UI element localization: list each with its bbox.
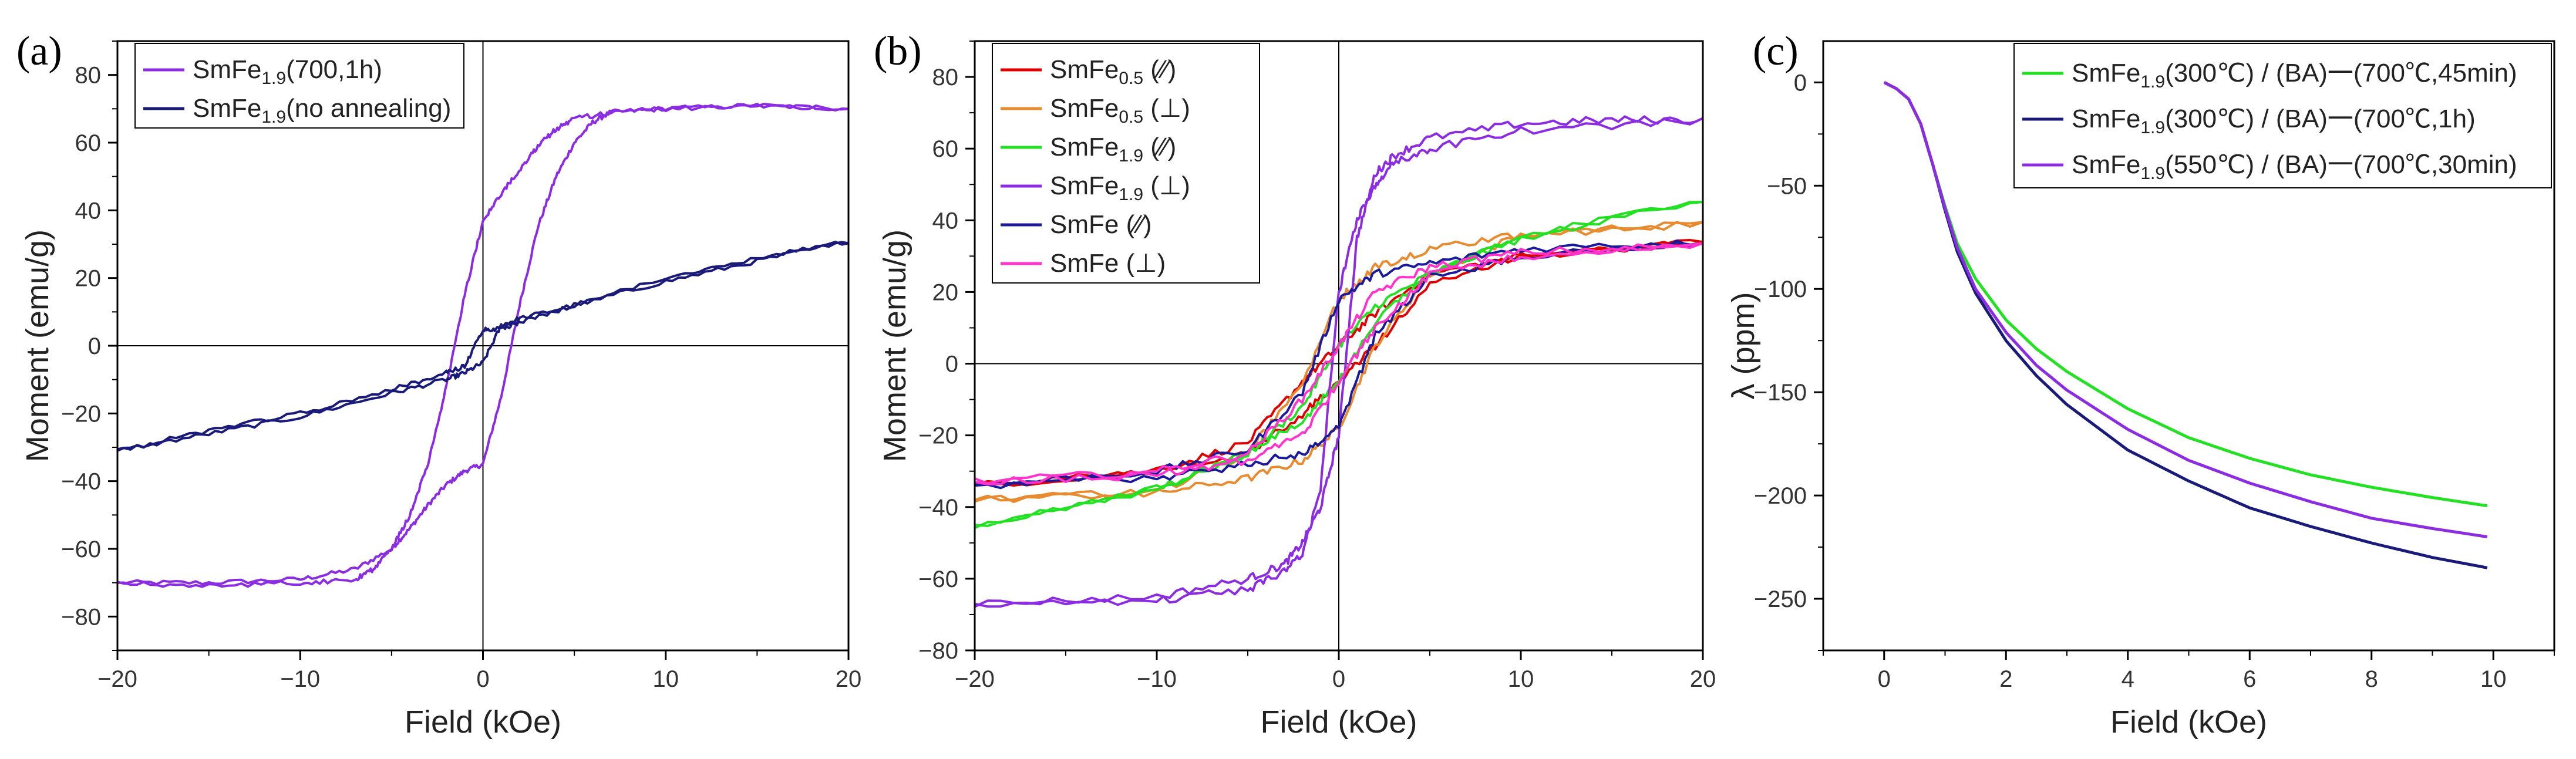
y-tick-label: −200 [1754, 483, 1807, 509]
legend-label: SmFe1.9(300℃) / (BA)一(700℃,1h) [2072, 104, 2476, 137]
series-line-6 [975, 242, 1703, 485]
x-tick-label: −20 [955, 666, 995, 692]
y-tick-label: 20 [932, 279, 959, 305]
series-line-3 [975, 201, 1703, 529]
panel-label: (a) [16, 29, 62, 74]
y-tick-label: −20 [61, 401, 101, 427]
y-axis-title: λ (ppm) [1726, 292, 1761, 399]
y-tick-label: 60 [932, 136, 959, 162]
y-axis-title: Moment (emu/g) [20, 230, 55, 462]
series-line-1 [117, 103, 848, 588]
y-tick-label: 0 [88, 333, 101, 359]
series-group [975, 115, 1703, 608]
series-line-2 [117, 241, 848, 452]
legend-label: SmFe1.9(300℃) / (BA)一(700℃,45min) [2072, 59, 2517, 92]
y-tick-label: −80 [918, 638, 958, 664]
panel-label: (c) [1753, 29, 1799, 74]
y-tick-label: 0 [1794, 70, 1807, 96]
x-tick-label: −10 [1137, 666, 1177, 692]
y-tick-label: −250 [1754, 586, 1807, 612]
x-tick-label: 4 [2122, 666, 2134, 692]
y-tick-label: −40 [61, 469, 101, 495]
y-tick-label: 40 [75, 198, 102, 224]
x-tick-label: −20 [97, 666, 137, 692]
legend: SmFe0.5 (∕∕) SmFe0.5 (⊥) SmFe1.9 (∕∕) SmFe1… [992, 43, 1260, 284]
x-axis-title: Field (kOe) [405, 704, 561, 740]
y-tick-label: −50 [1767, 173, 1807, 199]
y-tick-label: 0 [945, 352, 958, 377]
y-tick-label: 20 [75, 266, 102, 292]
legend-label: SmFe1.9(700,1h) [193, 55, 382, 88]
legend-label: SmFe1.9 (∕∕) [1050, 133, 1176, 166]
legend: SmFe1.9(700,1h) SmFe1.9(no annealing) [134, 43, 464, 129]
legend-label: SmFe1.9(550℃) / (BA)一(700℃,30min) [2072, 150, 2517, 183]
y-tick-label: −60 [61, 537, 101, 562]
x-tick-label: −10 [280, 666, 320, 692]
legend-box [992, 43, 1260, 284]
y-tick-label: −60 [918, 566, 958, 592]
x-tick-label: 6 [2243, 666, 2256, 692]
x-tick-label: 10 [2480, 666, 2507, 692]
legend-label: SmFe1.9 (⊥) [1050, 171, 1190, 204]
x-tick-label: 8 [2365, 666, 2378, 692]
legend-box [134, 43, 464, 129]
legend-label: SmFe (⊥) [1050, 249, 1166, 278]
y-tick-label: 40 [932, 208, 959, 234]
panel-1: −20 −10 0 10 20 −80 −60 −40 −20 0 20 40 60 80 Field (k… [16, 29, 861, 740]
x-axis-title: Field (kOe) [1260, 704, 1417, 740]
y-tick-label: −80 [61, 604, 101, 630]
series-line-3 [1883, 81, 2488, 538]
panel-label: (b) [874, 29, 922, 74]
y-tick-label: 60 [75, 130, 102, 156]
y-tick-label: 80 [75, 63, 102, 89]
legend-label: SmFe1.9(no annealing) [193, 94, 451, 127]
series-line-2 [975, 221, 1703, 503]
y-tick-label: 80 [932, 65, 959, 90]
legend-label: SmFe (∕∕) [1050, 210, 1152, 239]
legend: SmFe1.9(300℃) / (BA)一(700℃,45min) SmFe1.9… [2013, 43, 2552, 188]
y-axis-title: Moment (emu/g) [877, 230, 912, 462]
series-line-5 [975, 239, 1703, 490]
series-group [117, 103, 848, 588]
x-tick-label: 20 [836, 666, 862, 692]
x-axis-title: Field (kOe) [2110, 704, 2267, 740]
y-tick-label: −100 [1754, 276, 1807, 302]
series-line-1 [975, 239, 1703, 487]
legend-box [2013, 43, 2552, 188]
panel-2: −20 −10 0 10 20 −80 −60 −40 −20 0 20 40 60 80 Field (k… [874, 29, 1716, 740]
x-tick-label: 0 [476, 666, 489, 692]
x-tick-label: 20 [1690, 666, 1716, 692]
x-tick-label: 2 [1999, 666, 2012, 692]
series-line-4 [975, 115, 1703, 608]
legend-label: SmFe0.5 (∕∕) [1050, 55, 1176, 88]
y-tick-label: −40 [918, 495, 958, 521]
legend-label: SmFe0.5 (⊥) [1050, 94, 1190, 127]
y-tick-label: −150 [1754, 380, 1807, 406]
panel-3: 0 2 4 6 8 10 −250 −200 −150 −100 −50 0 Field (kOe) λ … [1726, 29, 2555, 740]
x-tick-label: 10 [653, 666, 679, 692]
series-group [1883, 81, 2488, 569]
x-tick-label: 0 [1878, 666, 1891, 692]
x-tick-label: 0 [1332, 666, 1345, 692]
y-tick-label: −20 [918, 423, 958, 449]
x-tick-label: 10 [1508, 666, 1534, 692]
